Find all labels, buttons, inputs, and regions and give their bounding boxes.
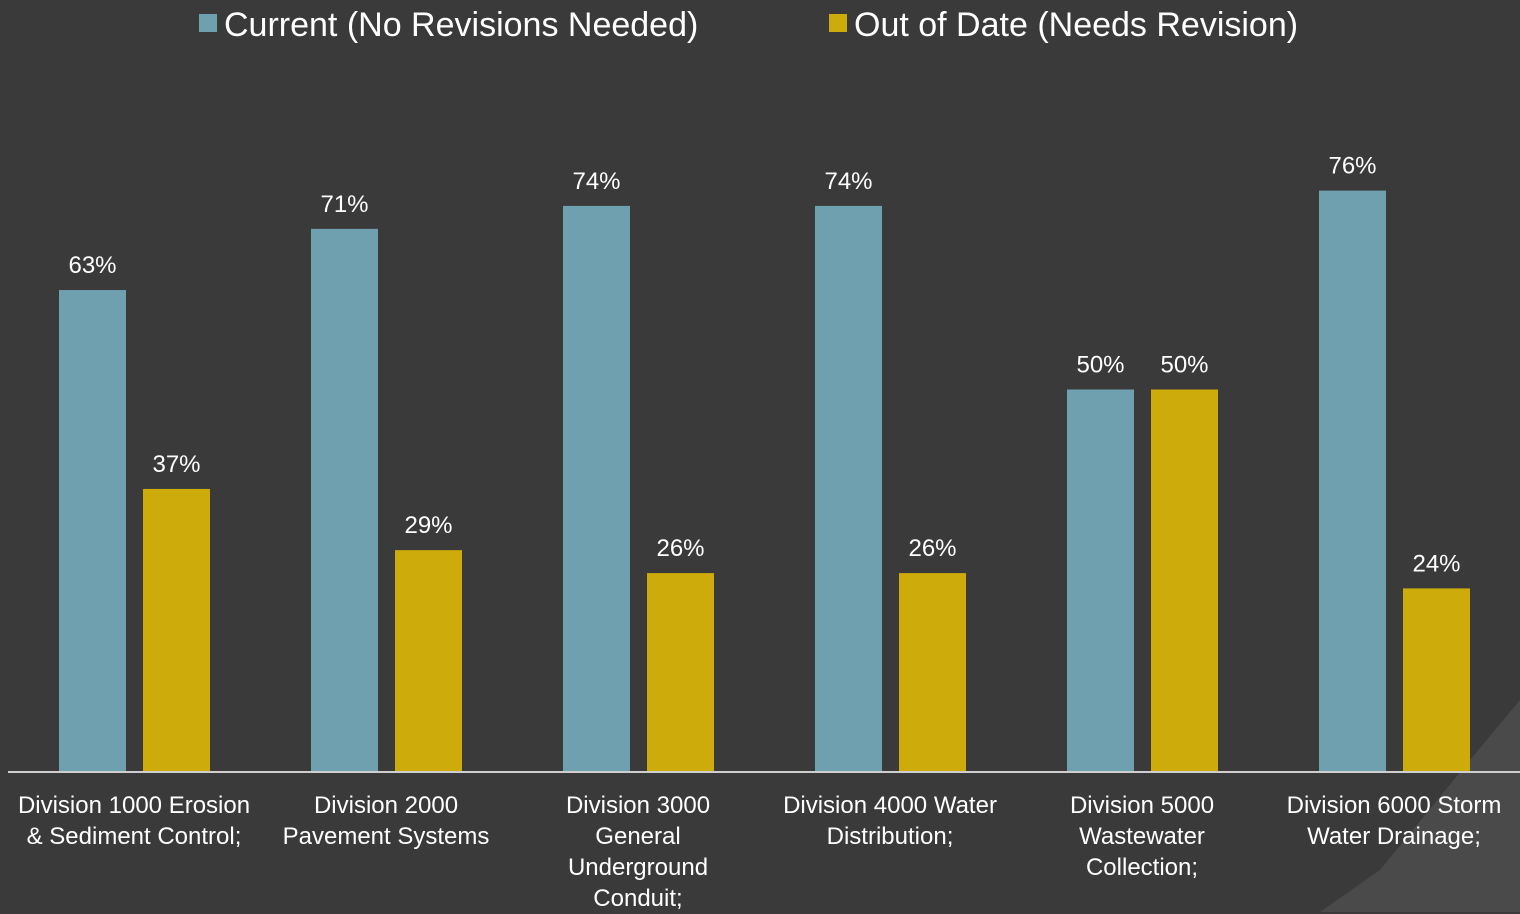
data-label: 71% (320, 191, 368, 218)
bar (311, 228, 378, 773)
background-wedge (1320, 700, 1520, 912)
bar (1151, 389, 1218, 772)
bar (1067, 389, 1134, 772)
data-label: 26% (908, 535, 956, 562)
data-label: 50% (1160, 352, 1208, 379)
data-label: 29% (404, 512, 452, 539)
bar (647, 573, 714, 772)
bar (395, 550, 462, 772)
bar (899, 573, 966, 772)
x-tick-label: Division 1000 Erosion & Sediment Control… (17, 792, 251, 850)
x-tick-label: Division 4000 Water Distribution; (783, 792, 997, 850)
data-label: 63% (68, 252, 116, 279)
legend-label: Current (No Revisions Needed) (224, 6, 698, 44)
x-tick-label: Division 2000 Pavement Systems (282, 792, 490, 850)
data-label: 74% (572, 168, 620, 195)
data-label: 50% (1076, 352, 1124, 379)
bar (1319, 190, 1386, 773)
x-tick-label: Division 3000 General Underground Condui… (565, 792, 711, 912)
data-label: 37% (152, 451, 200, 478)
bar (815, 205, 882, 772)
bar (143, 488, 210, 772)
data-label: 26% (656, 535, 704, 562)
x-tick-label: Division 5000 Wastewater Collection; (1069, 792, 1215, 881)
bar (1403, 588, 1470, 772)
legend-swatch (199, 14, 217, 32)
x-tick-label: Division 6000 Storm Water Drainage; (1286, 792, 1502, 850)
data-label: 76% (1328, 153, 1376, 180)
bar (563, 205, 630, 772)
legend-swatch (829, 14, 847, 32)
legend-label: Out of Date (Needs Revision) (854, 6, 1298, 44)
bar (59, 290, 126, 772)
data-label: 24% (1412, 550, 1460, 577)
data-label: 74% (824, 168, 872, 195)
